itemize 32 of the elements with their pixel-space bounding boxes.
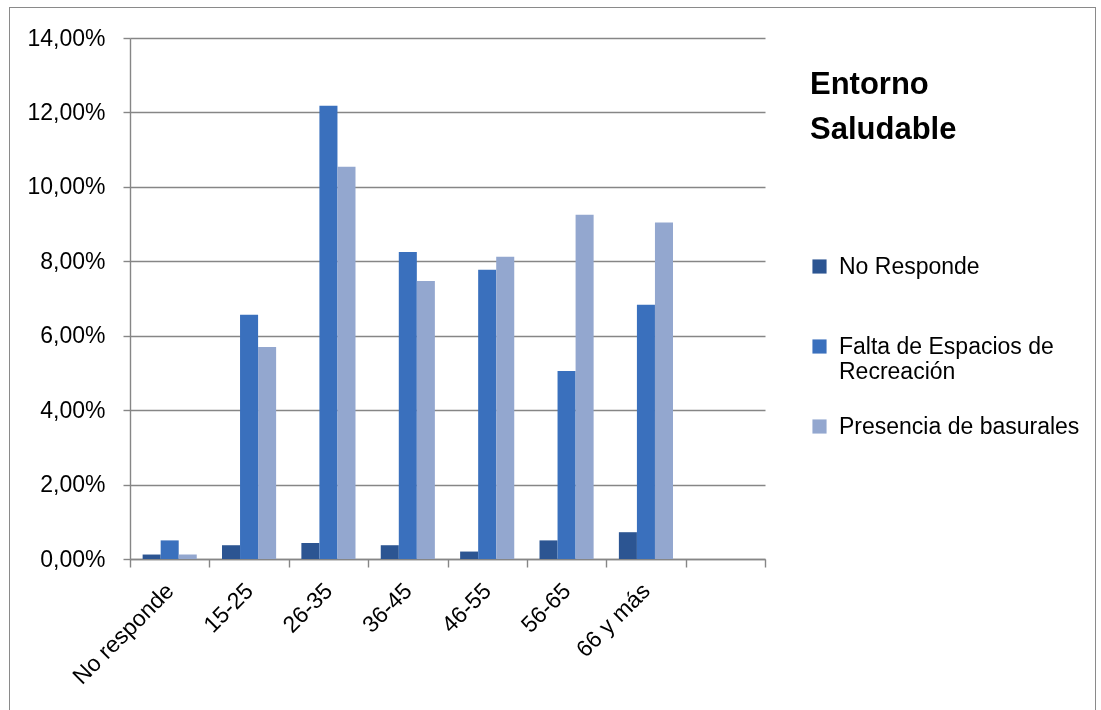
bar [636,304,655,559]
y-tick-label: 4,00% [40,396,106,423]
text: Entorno Saludable [810,66,957,146]
bar [301,543,320,559]
legend-label: Falta de Espacios de Recreación [839,332,1054,384]
bar [654,222,673,559]
bar [416,281,435,559]
y-tick-label: 0,00% [40,545,106,572]
y-tick-label: 12,00% [27,98,106,125]
y-tick-label: 8,00% [40,247,106,274]
bar [160,540,179,559]
y-tick-label: 6,00% [40,322,106,349]
y-tick-label: 2,00% [40,471,106,498]
bar [496,256,515,559]
bar [575,214,594,559]
bar [337,166,356,559]
bar [618,532,637,559]
bar [557,371,576,559]
y-tick-label: 14,00% [27,24,106,51]
bar [478,269,497,559]
y-tick-label: 10,00% [27,173,106,200]
bar [539,540,558,559]
x-tick-label: 66 y más [570,577,655,662]
bar [319,105,338,559]
bar [240,314,259,559]
legend-label: Presencia de basurales [839,412,1080,439]
bar [460,551,479,559]
legend-label: No Responde [839,252,980,279]
bar [222,545,241,559]
bar [258,346,277,559]
bar [398,251,417,559]
bar [380,545,399,559]
